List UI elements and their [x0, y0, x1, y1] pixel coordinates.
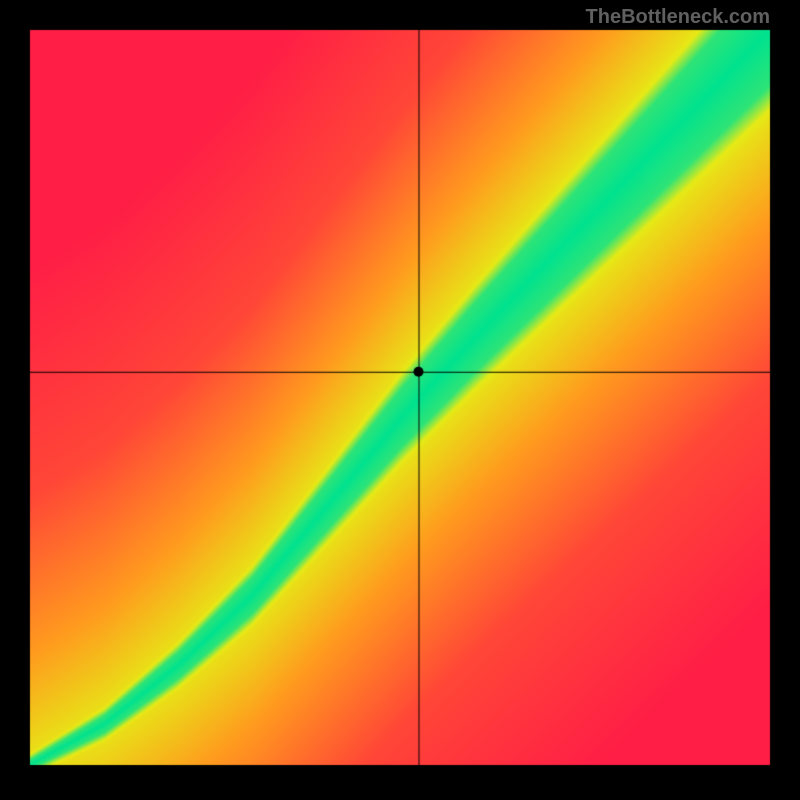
- watermark-text: TheBottleneck.com: [586, 6, 770, 29]
- chart-container: TheBottleneck.com: [0, 0, 800, 800]
- bottleneck-heatmap: [0, 0, 800, 800]
